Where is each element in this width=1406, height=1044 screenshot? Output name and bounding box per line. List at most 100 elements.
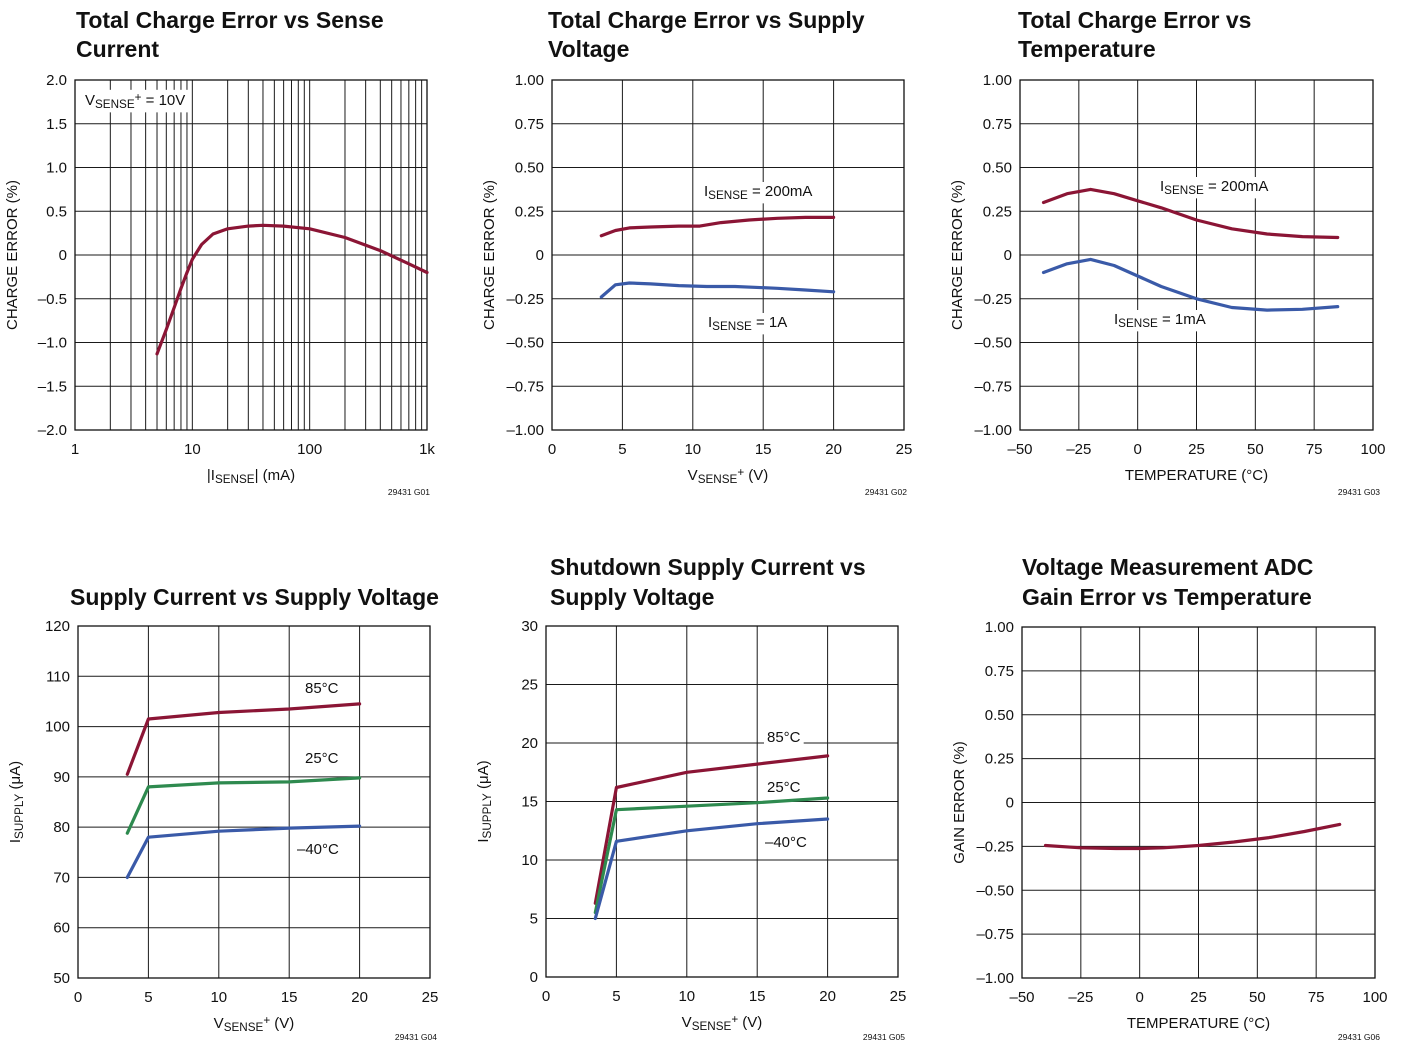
y-tick-label: –0.50 [974,335,1012,352]
series-label-background [294,840,343,859]
y-tick-label: 10 [521,852,538,869]
figure-code: 29431 G04 [395,1032,437,1042]
chart-panel-5: Shutdown Supply Current vs Supply Voltage… [475,554,906,1042]
series-label: 25°C [305,750,339,767]
grid [551,79,905,431]
x-tick-label: 25 [1188,441,1205,458]
series-label: –40°C [765,834,807,851]
y-tick-label: 100 [45,719,70,736]
x-tick-label: 0 [1135,989,1143,1006]
series-line-1 [599,215,836,238]
x-tick-label: 75 [1306,441,1323,458]
y-tick-label: –0.75 [506,378,544,395]
x-tick-label: 0 [542,988,550,1005]
chart-panel-1: Total Charge Error vs Sense Current 2.0 1.5… [4,7,435,497]
y-tick-label: 0 [530,969,538,986]
y-tick-label: 20 [521,735,538,752]
y-tick-label: –1.00 [974,422,1012,439]
x-tick-label: 100 [1362,989,1387,1006]
series-label: 25°C [767,779,801,796]
grid [1019,79,1374,431]
series-line-2 [599,281,836,299]
series-label-background [302,749,342,768]
series-label: 85°C [767,729,801,746]
figure-code: 29431 G06 [1338,1032,1380,1042]
y-axis-label: CHARGE ERROR (%) [4,180,21,330]
series-label-background [764,728,804,747]
x-tick-label: 50 [1249,989,1266,1006]
plot-frame [545,625,899,978]
x-tick-label: 20 [825,441,842,458]
series-label: ISENSE = 200mA [1160,178,1268,197]
x-tick-label: –25 [1066,441,1091,458]
x-tick-label: 75 [1308,989,1325,1006]
x-tick-label: 25 [896,441,913,458]
chart-title-line: Voltage [548,36,629,62]
y-tick-label: 70 [53,869,70,886]
series-label: ISENSE = 200mA [704,183,812,202]
plot-frame [551,79,905,431]
series-line-1 [1041,187,1340,240]
y-tick-label: 1.00 [985,619,1014,636]
x-tick-label: 0 [1133,441,1141,458]
y-tick-label: 0.75 [983,116,1012,133]
x-tick-label: 50 [1247,441,1264,458]
y-tick-label: –0.50 [506,335,544,352]
y-tick-label: –0.25 [974,291,1012,308]
x-tick-label: 10 [678,988,695,1005]
x-tick-label: 15 [749,988,766,1005]
y-tick-label: –1.00 [976,970,1014,987]
series-label-background [764,778,804,797]
x-tick-label: 10 [184,441,201,458]
chart-title-line: Temperature [1018,36,1156,62]
chart-panel-3: Total Charge Error vs Temperature 1.00 0.75… [949,7,1386,497]
y-tick-label: 50 [53,970,70,987]
figure-code: 29431 G03 [1338,487,1380,497]
y-tick-label: 5 [530,911,538,928]
y-axis-label: ISUPPLY (μA) [7,761,26,843]
y-tick-label: 0.5 [46,203,67,220]
y-tick-label: 0 [536,247,544,264]
chart-annotation: VSENSE+ = 10V [85,91,185,112]
y-tick-label: 1.5 [46,116,67,133]
plot-frame [77,625,431,979]
series-label: 85°C [305,680,339,697]
y-tick-label: –1.5 [38,378,67,395]
chart-title-line: Supply Current vs Supply Voltage [70,584,439,610]
y-tick-label: 0.75 [515,116,544,133]
x-tick-label: 10 [684,441,701,458]
series-label-background [701,182,816,204]
series-line-2 [125,776,362,835]
y-tick-label: 120 [45,618,70,635]
y-tick-label: –0.75 [976,926,1014,943]
grid [74,79,428,431]
series-label-background [1111,310,1209,332]
annotation-background [82,89,189,113]
series-line-3 [593,817,830,921]
series-label-background [302,679,342,698]
x-tick-label: –25 [1068,989,1093,1006]
y-tick-label: 0 [1004,247,1012,264]
x-tick-label: 0 [74,989,82,1006]
series-line-1 [593,754,830,905]
chart-title-line: Shutdown Supply Current vs [550,554,866,580]
y-tick-label: –0.50 [976,882,1014,899]
series-label: ISENSE = 1mA [1114,311,1206,330]
y-tick-label: 0.50 [515,160,544,177]
x-tick-label: 100 [297,441,322,458]
figure-code: 29431 G02 [865,487,907,497]
series-line-2 [593,796,830,915]
y-tick-label: 90 [53,769,70,786]
chart-title-line: Gain Error vs Temperature [1022,584,1312,610]
y-tick-label: –0.75 [974,378,1012,395]
series-label-background [762,833,811,852]
y-tick-label: –2.0 [38,422,67,439]
series-line-1 [1043,822,1342,851]
x-tick-label: –50 [1009,989,1034,1006]
series-line-3 [125,824,362,879]
x-tick-label: 5 [618,441,626,458]
plot-frame [74,79,428,431]
x-axis-label: TEMPERATURE (°C) [1127,1015,1270,1032]
plot-frame [1019,79,1374,431]
